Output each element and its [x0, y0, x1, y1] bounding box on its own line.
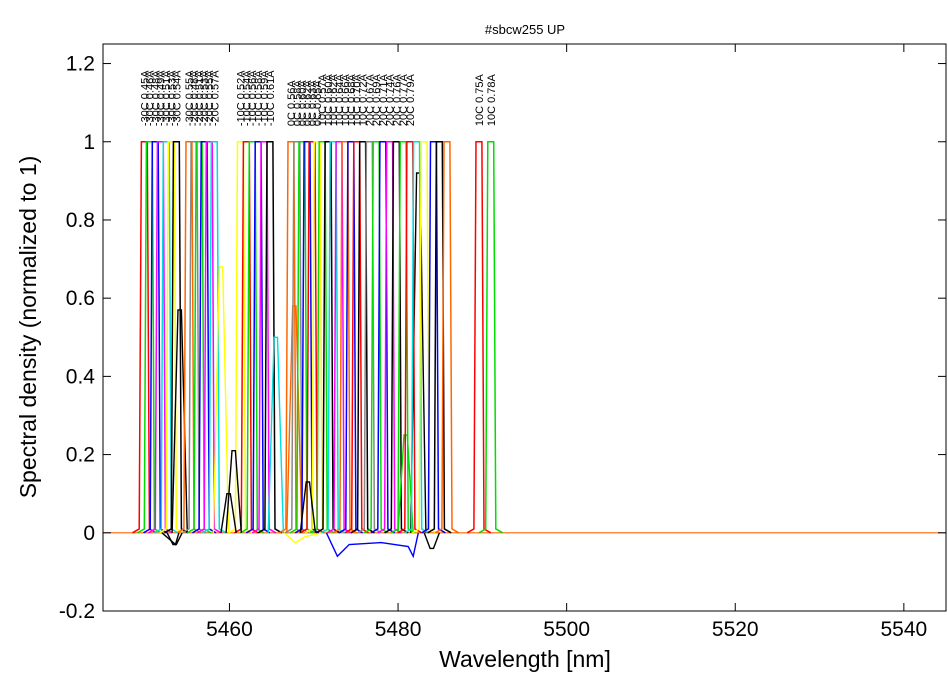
series-layer [103, 141, 946, 559]
spectrum-peak [427, 141, 452, 534]
peak-label: -20C 0.55A [204, 70, 216, 126]
spectrum-secondary-peak [267, 336, 285, 533]
spectrum-secondary-peak [423, 532, 441, 550]
spectrum-secondary-peak [166, 532, 183, 546]
plot-frame [102, 43, 947, 612]
peak-label: 20C 0.76A [391, 73, 403, 126]
y-tick-label: 0.8 [66, 209, 95, 232]
peak-label-layer: -30C 0.45A-30C 0.46A-30C 0.48A-30C 0.49A… [139, 70, 498, 127]
peak-label: -20C 0.48A [189, 70, 201, 126]
y-axis-label: Spectral density (normalized to 1) [15, 156, 41, 499]
spectrum-peak [186, 141, 212, 534]
spectrum-secondary-peak [220, 493, 237, 533]
peak-label: 0C 0.63A [307, 80, 319, 127]
peak-label: 20C 0.71A [378, 73, 390, 126]
y-tick-label: 1 [83, 131, 95, 154]
peak-label: 20C 0.67A [364, 73, 376, 126]
peak-label: -10C 0.56A [247, 70, 259, 126]
peak-label: -30C 0.48A [150, 70, 162, 126]
spectrum-peak [192, 141, 217, 534]
peak-label: 10C 0.60A [323, 73, 335, 126]
y-tick-label: 0.4 [66, 365, 96, 388]
spectrum-secondary-peak [225, 450, 242, 533]
baseline-feature-0 [325, 532, 419, 559]
peak-label: 10C 0.57A [317, 73, 329, 126]
spectrum-peak [404, 141, 429, 534]
peak-label: 10C 0.72A [358, 73, 370, 126]
peak-label: -20C 0.53A [199, 70, 211, 126]
spectrum-peak [251, 141, 277, 534]
peak-label: -30C 0.45A [139, 70, 151, 126]
peak-label: 20C 0.69A [371, 73, 383, 126]
peak-label: 10C 0.62A [328, 73, 340, 126]
spectrum-peak [202, 141, 227, 534]
peak-label: 0C 0.62A [302, 80, 314, 127]
x-tick-label: 5460 [206, 618, 253, 641]
peak-label: -10C 0.52A [235, 70, 247, 126]
tick-layer: 5460 5480 5500 5520 5540 -0.2 0 0.2 0.4 0.6 0.8 1 1.… [59, 44, 946, 641]
peak-label: -20C 0.51A [194, 70, 206, 126]
spectrum-secondary-peak [299, 481, 317, 533]
peak-label: 0C 0.58A [292, 80, 304, 127]
x-axis-label: Wavelength [nm] [439, 646, 611, 672]
peak-label: 20C 0.79A [405, 73, 417, 126]
peak-label: 20C 0.74A [385, 73, 397, 126]
peak-label: -30C 0.53A [166, 70, 178, 126]
peak-label: -10C 0.58A [253, 70, 265, 126]
peak-label: -30C 0.51A [161, 70, 173, 126]
spectrum-peak [434, 141, 460, 534]
peak-label: 10C 0.75A [474, 73, 486, 126]
y-tick-label: 0.2 [66, 444, 95, 467]
peak-label: 0C 0.65A [312, 80, 324, 127]
chart-title: #sbcw255 UP [485, 22, 565, 37]
peak-label: 20C 0.77A [398, 73, 410, 126]
spectrum-secondary-peak [286, 305, 303, 533]
peak-label: 10C 0.66A [340, 73, 352, 126]
y-tick-label: -0.2 [59, 600, 95, 623]
peak-label: 0C 0.60A [297, 80, 309, 127]
spectrum-peak [257, 141, 283, 534]
spectrum-peak [299, 141, 325, 534]
spectrum-peak [412, 141, 437, 534]
peak-label: 10C 0.64A [334, 73, 346, 126]
spectrum-peak [197, 141, 222, 534]
spectrum-peak [181, 141, 207, 534]
peak-label: 0C 0.56A [286, 80, 298, 127]
spectrum-peak [478, 141, 503, 534]
peak-label: -10C 0.59A [259, 70, 271, 126]
peak-label: -30C 0.55A [184, 70, 196, 126]
x-tick-label: 5500 [543, 618, 590, 641]
y-tick-label: 0 [83, 522, 95, 545]
peak-label: -30C 0.49A [155, 70, 167, 126]
spectrum-peak [289, 141, 315, 534]
peak-label: -20C 0.57A [209, 70, 221, 126]
peak-label: -30C 0.54A [171, 70, 183, 126]
spectrum-peak [176, 141, 202, 534]
x-tick-label: 5480 [375, 618, 422, 641]
x-tick-label: 5520 [712, 618, 759, 641]
peak-label: -10C 0.54A [241, 70, 253, 126]
x-tick-label: 5540 [880, 618, 927, 641]
peak-label: -10C 0.61A [265, 70, 277, 126]
spectrum-secondary-peak [212, 266, 230, 533]
baseline-feature-1 [283, 532, 323, 544]
peak-label: -30C 0.46A [144, 70, 156, 126]
y-tick-label: 1.2 [66, 53, 95, 76]
peak-label: 10C 0.70A [352, 73, 364, 126]
spectrum-peak [284, 141, 310, 534]
spectrum-peak [397, 141, 423, 534]
spectrum-peak [159, 141, 184, 534]
y-tick-label: 0.6 [66, 287, 95, 310]
peak-label: 10C 0.68A [346, 73, 358, 126]
peak-label: 10C 0.78A [486, 73, 498, 126]
